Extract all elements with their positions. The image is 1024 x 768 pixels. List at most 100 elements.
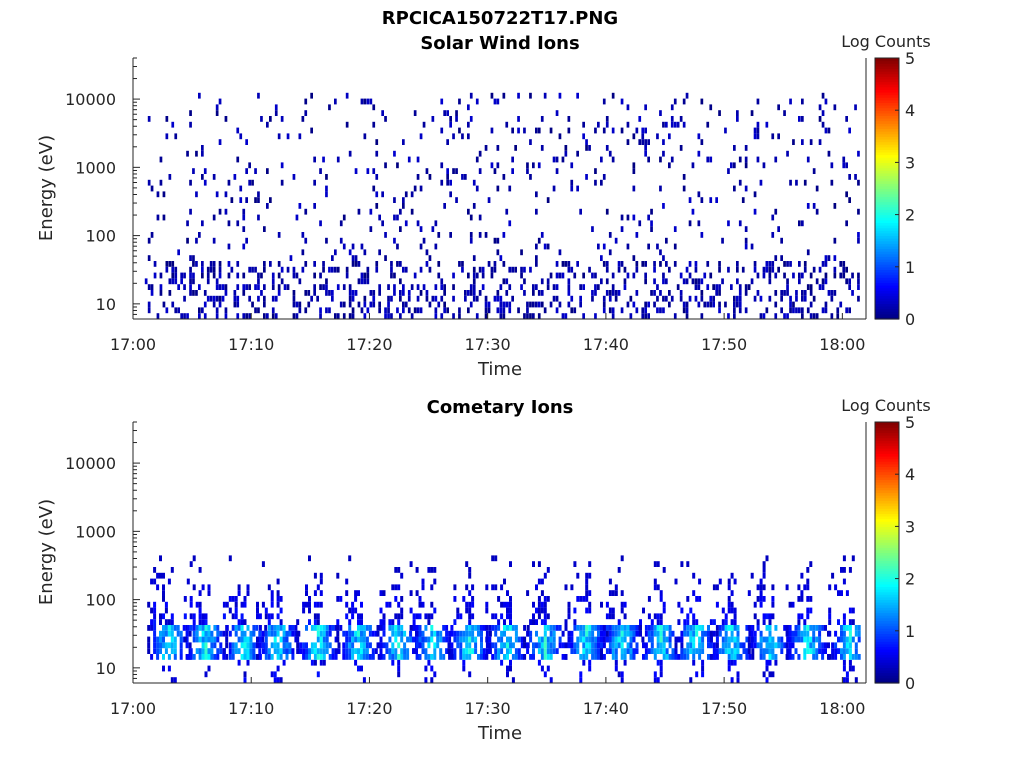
heatmap-cell [443, 203, 446, 209]
heatmap-cell [206, 272, 210, 279]
heatmap-cell [219, 642, 223, 649]
heatmap-cell [582, 642, 586, 649]
heatmap-cell [857, 150, 860, 157]
heatmap-cell [409, 636, 413, 643]
heatmap-cell [198, 654, 202, 660]
heatmap-cell [650, 648, 654, 654]
heatmap-cell [691, 208, 695, 215]
heatmap-cell [242, 214, 246, 221]
heatmap-cell [186, 313, 189, 319]
heatmap-cell [261, 561, 265, 567]
heatmap-cell [236, 220, 240, 227]
heatmap-cell [357, 590, 360, 596]
heatmap-cell [171, 272, 175, 279]
heatmap-cell [632, 272, 636, 279]
heatmap-cell [472, 179, 476, 186]
heatmap-cell [267, 613, 271, 620]
heatmap-cell [791, 636, 795, 643]
heatmap-cell [597, 630, 600, 637]
heatmap-cell [564, 654, 568, 660]
heatmap-cell [543, 607, 547, 614]
heatmap-cell [585, 654, 589, 660]
heatmap-cell [845, 648, 849, 654]
heatmap-cell [679, 272, 683, 279]
heatmap-cell [626, 648, 630, 654]
heatmap-cell [436, 642, 440, 649]
heatmap-cell [747, 284, 751, 290]
x-tick-label: 17:00 [110, 699, 156, 718]
heatmap-cell [523, 278, 526, 285]
heatmap-cell [543, 636, 547, 643]
heatmap-cell [455, 168, 458, 174]
heatmap-cell [683, 625, 687, 631]
heatmap-cell [537, 601, 541, 608]
heatmap-cell [857, 284, 860, 290]
heatmap-cell [744, 284, 748, 290]
heatmap-cell [360, 648, 363, 654]
colorbar-segment [875, 78, 899, 83]
heatmap-cell [263, 284, 266, 290]
heatmap-cell [815, 185, 819, 192]
heatmap-cell [455, 116, 458, 122]
heatmap-cell [744, 185, 748, 192]
heatmap-cell [718, 625, 722, 631]
heatmap-cell [391, 648, 395, 654]
heatmap-cell [561, 272, 565, 279]
heatmap-cell [362, 654, 366, 660]
heatmap-cell [700, 232, 704, 238]
heatmap-cell [543, 619, 547, 625]
heatmap-cell [240, 613, 244, 620]
heatmap-cell [611, 607, 615, 614]
heatmap-cell [591, 625, 595, 631]
heatmap-cell [256, 601, 259, 608]
heatmap-cell [497, 619, 501, 625]
heatmap-cell [471, 601, 475, 608]
heatmap-cell [448, 630, 452, 637]
heatmap-cell [296, 636, 300, 643]
heatmap-cell [753, 295, 757, 302]
heatmap-cell [526, 648, 530, 654]
heatmap-cell [177, 249, 180, 256]
heatmap-cell [594, 642, 598, 649]
heatmap-cell [682, 307, 686, 314]
heatmap-cell [310, 642, 314, 649]
heatmap-cell [727, 665, 731, 672]
heatmap-cell [402, 139, 405, 145]
heatmap-cell [256, 607, 259, 614]
heatmap-cell [430, 636, 434, 643]
heatmap-cell [249, 642, 253, 649]
heatmap-cell [225, 642, 229, 649]
heatmap-cell [662, 278, 665, 285]
heatmap-cell [662, 567, 666, 573]
heatmap-cell [736, 636, 740, 643]
heatmap-cell [806, 648, 810, 654]
heatmap-cell [812, 648, 816, 654]
heatmap-cell [449, 191, 452, 198]
heatmap-cell [579, 596, 583, 602]
heatmap-cell [308, 654, 311, 660]
heatmap-cell [288, 642, 292, 649]
heatmap-cell [201, 220, 204, 227]
colorbar-segment [875, 274, 899, 278]
heatmap-cell [292, 313, 296, 319]
heatmap-cell [295, 313, 299, 319]
heatmap-cell [413, 110, 417, 116]
heatmap-cell [207, 636, 211, 643]
heatmap-cell [620, 654, 624, 660]
heatmap-cell [712, 295, 715, 302]
heatmap-cell [369, 226, 373, 232]
x-tick-label: 17:20 [346, 335, 392, 354]
heatmap-cell [277, 133, 281, 140]
heatmap-cell [397, 671, 401, 678]
heatmap-cell [686, 561, 690, 567]
heatmap-cell [597, 121, 600, 128]
heatmap-cell [465, 642, 469, 649]
heatmap-cell [688, 197, 692, 203]
heatmap-cell [573, 642, 577, 649]
heatmap-cell [198, 284, 201, 290]
heatmap-cell [611, 127, 615, 134]
heatmap-cell [653, 290, 656, 296]
colorbar-frame [874, 57, 900, 320]
heatmap-cell [397, 659, 401, 666]
heatmap-cell [210, 654, 214, 660]
